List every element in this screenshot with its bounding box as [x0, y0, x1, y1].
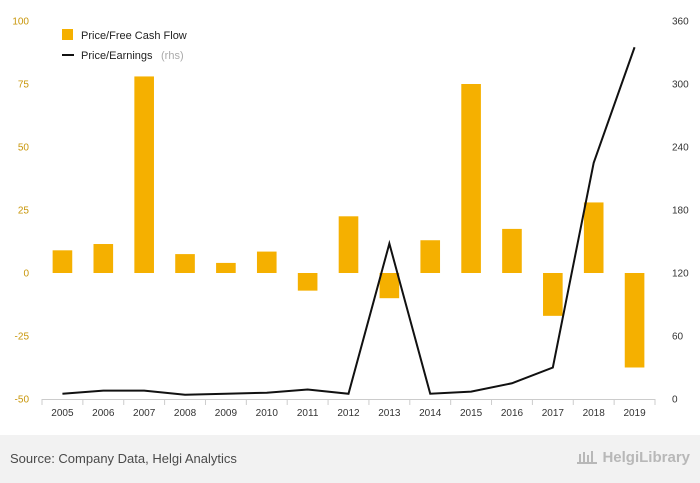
x-tick-label: 2011 — [297, 408, 319, 419]
x-tick-label: 2006 — [92, 408, 115, 419]
bar — [216, 262, 236, 273]
source-text: Source: Company Data, Helgi Analytics — [10, 451, 237, 466]
x-tick-label: 2005 — [51, 408, 74, 419]
y-left-tick-label: 100 — [12, 17, 29, 28]
x-tick-label: 2007 — [133, 408, 156, 419]
legend: Price/Free Cash Flow Price/Earnings (rhs… — [62, 29, 187, 63]
bar — [256, 251, 277, 273]
x-tick-label: 2013 — [378, 408, 401, 419]
bar — [461, 84, 481, 273]
y-left-tick-label: 25 — [18, 206, 30, 217]
y-left-tick-label: 50 — [18, 143, 30, 154]
chart: 2005 2006 2007 2008 2009 2010 2011 2012 2013 2014… — [12, 17, 689, 420]
x-tick-label: 2012 — [337, 408, 360, 419]
y-right-tick-label: 240 — [672, 143, 689, 154]
brand-logo: HelgiLibrary — [576, 448, 690, 466]
bar — [338, 216, 359, 273]
y-right-tick-label: 360 — [672, 17, 689, 28]
x-tick-label: 2009 — [215, 408, 238, 419]
y-right-tick-label: 60 — [672, 332, 684, 343]
x-tick-label: 2010 — [256, 408, 279, 419]
bar — [502, 228, 522, 273]
x-tick-label: 2014 — [419, 408, 442, 419]
bar — [52, 250, 73, 273]
x-tick-label: 2008 — [174, 408, 197, 419]
bar — [93, 244, 114, 273]
bar — [420, 240, 441, 273]
legend-label-bar: Price/Free Cash Flow — [81, 30, 187, 42]
bar — [134, 76, 154, 273]
x-tick-label: 2015 — [460, 408, 483, 419]
brand-name: HelgiLibrary — [602, 448, 690, 466]
y-left-tick-label: 0 — [23, 269, 29, 280]
y-right-tick-label: 120 — [672, 269, 689, 280]
footer: Source: Company Data, Helgi Analytics He… — [0, 435, 700, 483]
bar — [297, 273, 318, 291]
library-icon — [577, 451, 598, 464]
bar-series — [52, 76, 645, 368]
y-left-tick-label: -50 — [15, 395, 30, 406]
x-tick-label: 2018 — [583, 408, 606, 419]
legend-label-line: Price/Earnings (rhs) — [81, 46, 184, 63]
y-left-tick-label: 75 — [18, 80, 30, 91]
legend-swatch-bar — [62, 29, 73, 40]
legend-label-line-suffix: (rhs) — [161, 50, 184, 62]
axes: 2005 2006 2007 2008 2009 2010 2011 2012 2013 2014… — [12, 17, 689, 420]
line-series — [62, 46, 636, 396]
line-path — [62, 46, 636, 396]
x-tick-label: 2016 — [501, 408, 524, 419]
bar — [543, 273, 563, 316]
bar — [624, 273, 645, 368]
x-tick-label: 2017 — [542, 408, 565, 419]
y-left-tick-label: -25 — [15, 332, 30, 343]
bar — [379, 273, 400, 299]
y-right-tick-label: 300 — [672, 80, 689, 91]
bar — [175, 254, 195, 273]
y-right-tick-label: 180 — [672, 206, 689, 217]
y-right-tick-label: 0 — [672, 395, 678, 406]
legend-label-line-name: Price/Earnings — [81, 50, 153, 62]
bar — [583, 202, 604, 273]
x-tick-label: 2019 — [623, 408, 646, 419]
